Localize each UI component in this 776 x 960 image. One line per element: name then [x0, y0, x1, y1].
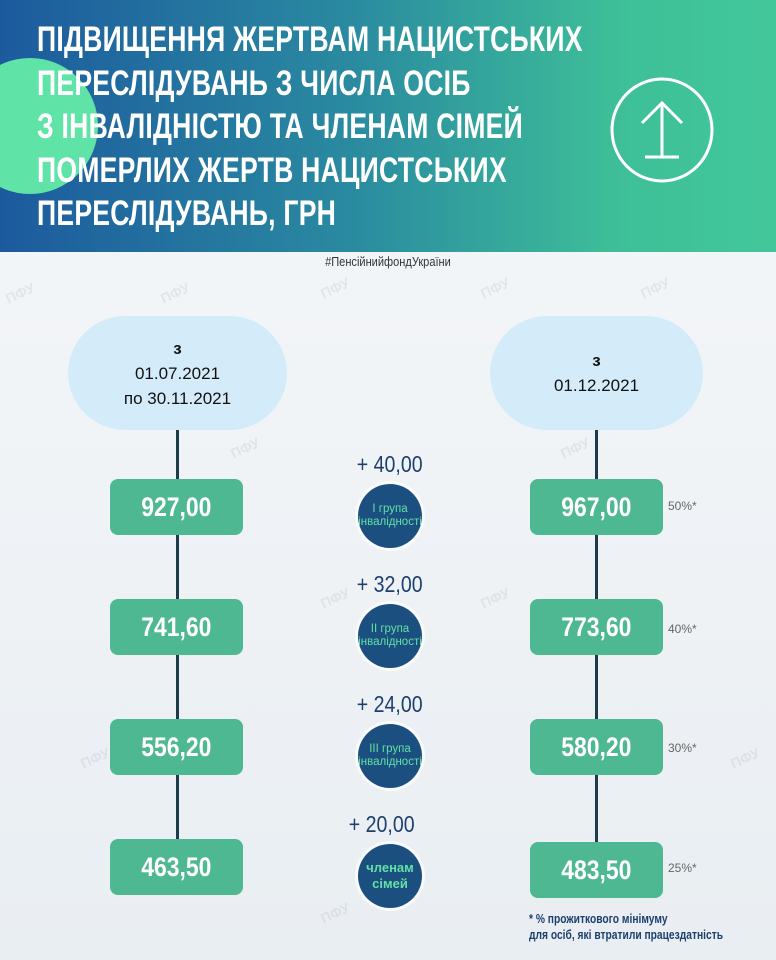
watermark: ПФУ — [318, 274, 353, 302]
footnote: * % прожиткового мінімуму для осіб, які … — [529, 912, 724, 942]
period-after: з 01.12.2021 — [490, 316, 703, 430]
title-line: З ІНВАЛІДНІСТЮ ТА ЧЛЕНАМ СІМЕЙ — [37, 107, 523, 146]
watermark: ПФУ — [478, 584, 513, 612]
watermark: ПФУ — [478, 274, 513, 302]
watermark: ПФУ — [158, 279, 193, 307]
hashtag: #ПенсійнийфондУкраїни — [325, 254, 451, 269]
group-circle: членам сімей — [358, 844, 422, 908]
percent-label: 50%* — [668, 499, 697, 513]
increase-label: + 24,00 — [357, 691, 423, 717]
group-circle: ІІІ група інвалідності — [358, 724, 422, 788]
old-value-box: 927,00 — [110, 479, 243, 535]
increase-label: + 20,00 — [349, 811, 415, 837]
percent-label: 30%* — [668, 741, 697, 755]
old-value-box: 741,60 — [110, 599, 243, 655]
title-line: ПОМЕРЛИХ ЖЕРТВ НАЦИСТСЬКИХ — [37, 150, 507, 190]
watermark: ПФУ — [728, 744, 763, 772]
new-value-box: 773,60 — [530, 599, 663, 655]
page-title: ПІДВИЩЕННЯ ЖЕРТВАМ НАЦИСТСЬКИХ ПЕРЕСЛІДУ… — [37, 18, 583, 236]
watermark: ПФУ — [78, 744, 113, 772]
increase-label: + 40,00 — [357, 451, 423, 477]
watermark: ПФУ — [3, 279, 38, 307]
watermark: ПФУ — [638, 274, 673, 302]
arrow-up-circle-icon — [610, 77, 714, 183]
title-line: ПЕРЕСЛІДУВАНЬ З ЧИСЛА ОСІБ — [37, 63, 471, 103]
group-circle: І група інвалідності — [358, 484, 422, 548]
new-value-box: 967,00 — [530, 479, 663, 535]
period-before: з 01.07.2021 по 30.11.2021 — [68, 316, 287, 430]
increase-label: + 32,00 — [357, 571, 423, 597]
title-line: ПЕРЕСЛІДУВАНЬ, ГРН — [37, 194, 337, 233]
watermark: ПФУ — [228, 434, 263, 462]
old-value-box: 556,20 — [110, 719, 243, 775]
new-value-box: 483,50 — [530, 842, 663, 898]
group-circle: ІІ група інвалідності — [358, 604, 422, 668]
watermark: ПФУ — [318, 899, 353, 927]
header-banner: ПІДВИЩЕННЯ ЖЕРТВАМ НАЦИСТСЬКИХ ПЕРЕСЛІДУ… — [0, 0, 776, 252]
new-value-box: 580,20 — [530, 719, 663, 775]
title-line: ПІДВИЩЕННЯ ЖЕРТВАМ НАЦИСТСЬКИХ — [37, 20, 583, 59]
percent-label: 25%* — [668, 861, 697, 875]
watermark: ПФУ — [558, 434, 593, 462]
percent-label: 40%* — [668, 622, 697, 636]
old-value-box: 463,50 — [110, 839, 243, 895]
